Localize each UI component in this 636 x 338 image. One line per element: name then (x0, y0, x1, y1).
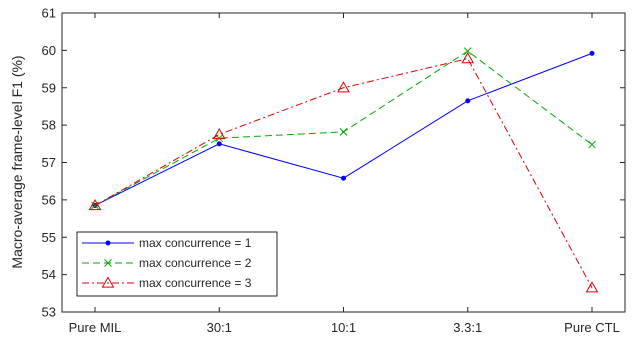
data-point-stroke (104, 259, 112, 267)
legend-label: max concurrence = 1 (139, 236, 252, 250)
data-point (589, 50, 595, 56)
data-point-stroke (463, 47, 472, 55)
data-point-stroke (588, 140, 596, 149)
y-tick-label: 54 (42, 267, 56, 282)
y-tick-label: 61 (42, 6, 56, 21)
data-point (212, 127, 226, 140)
data-point (341, 175, 346, 181)
x-tick-label: 3.3:1 (453, 320, 482, 335)
data-point (339, 127, 348, 136)
legend-item: max concurrence = 1 (82, 236, 252, 250)
x-tick-label: 30:1 (207, 320, 232, 335)
legend-label: max concurrence = 3 (139, 276, 252, 290)
data-point (104, 259, 112, 267)
y-tick-label: 53 (42, 305, 56, 320)
y-tick-label: 55 (42, 230, 56, 245)
data-point (465, 98, 471, 104)
data-point (216, 141, 222, 147)
series-line (94, 58, 593, 288)
y-tick-label: 59 (42, 80, 56, 95)
legend-item: max concurrence = 3 (82, 276, 252, 290)
legend-item: max concurrence = 2 (82, 256, 252, 270)
data-point-stroke (339, 127, 348, 136)
data-point (337, 81, 350, 93)
x-axis: Pure MIL 30:1 10:1 3.3:1 Pure CTL (69, 13, 620, 335)
data-point (461, 52, 475, 64)
y-tick-label: 56 (42, 192, 56, 207)
y-tick-label: 57 (42, 155, 56, 170)
legend-label: max concurrence = 2 (139, 256, 252, 270)
series-layer (88, 47, 599, 293)
y-axis: 53 54 55 56 57 58 59 60 61 (42, 6, 625, 320)
legend: max concurrence = 1 max concurrence = 2 ma… (76, 231, 278, 297)
data-point (101, 276, 115, 288)
y-tick-label: 60 (42, 43, 56, 58)
data-point (88, 198, 102, 211)
data-point (105, 240, 111, 246)
x-tick-label: 10:1 (331, 320, 356, 335)
x-tick-label: Pure MIL (69, 320, 122, 335)
data-point (588, 140, 596, 149)
data-point (585, 281, 599, 293)
y-axis-label: Macro-average frame-level F1 (%) (9, 55, 25, 268)
y-tick-label: 58 (42, 118, 56, 133)
data-point (463, 47, 472, 55)
series-1 (92, 50, 595, 208)
series-3 (88, 52, 599, 293)
x-tick-label: Pure CTL (564, 320, 620, 335)
